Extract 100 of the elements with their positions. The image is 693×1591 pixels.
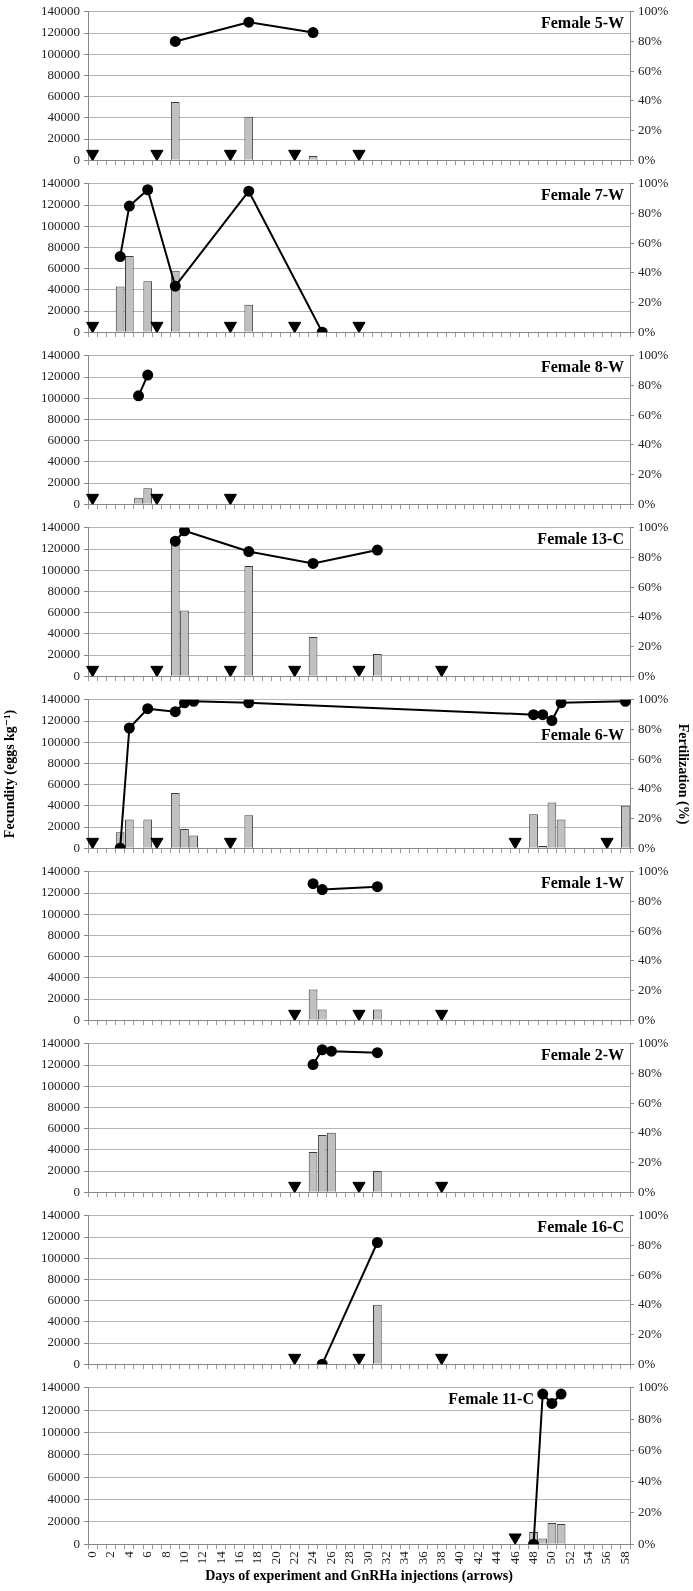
x-tick-label: 34 xyxy=(396,1550,412,1565)
x-tick-label: 38 xyxy=(433,1551,449,1565)
point xyxy=(546,715,558,727)
y2-tick-label: 40% xyxy=(638,92,662,108)
y2-tick-label: 100% xyxy=(638,3,669,19)
y2-tick-label: 40% xyxy=(638,436,662,452)
y2-tick-label: 40% xyxy=(638,1473,662,1489)
y-tick-label: 100000 xyxy=(41,733,80,749)
y2-tick-label: 0% xyxy=(638,1535,656,1551)
x-tick-label: 42 xyxy=(469,1551,485,1565)
chart-title: Female 5-W xyxy=(540,13,624,31)
y-tick-label: 40000 xyxy=(47,969,80,985)
y2-tick-label: 40% xyxy=(638,608,662,624)
x-axis-title: Days of experiment and GnRHa injections (arrows) xyxy=(205,1568,514,1585)
y2-tick-label: 100% xyxy=(638,1379,669,1395)
y-tick-label: 40000 xyxy=(47,1490,80,1506)
y-tick-label: 140000 xyxy=(41,691,80,707)
y2-tick-label: 20% xyxy=(638,1504,662,1520)
x-tick-label: 2 xyxy=(102,1551,118,1558)
x-tick-label: 22 xyxy=(286,1551,302,1565)
point xyxy=(169,35,181,47)
y-tick-label: 60000 xyxy=(47,776,80,792)
y-tick-label: 60000 xyxy=(47,432,80,448)
x-tick-label: 50 xyxy=(543,1551,559,1565)
y-tick-label: 40000 xyxy=(47,625,80,641)
y2-tick-label: 80% xyxy=(638,1236,662,1252)
y2-tick-label: 40% xyxy=(638,1296,662,1312)
chart-title: Female 2-W xyxy=(540,1045,624,1063)
y-tick-label: 140000 xyxy=(41,1379,80,1395)
y2-tick-label: 0% xyxy=(638,1011,656,1027)
y-tick-label: 100000 xyxy=(41,905,80,921)
y2-tick-label: 20% xyxy=(638,637,662,653)
point xyxy=(169,280,181,292)
y2-tick-label: 40% xyxy=(638,780,662,796)
y2-tick-label: 80% xyxy=(638,548,662,564)
text: Female 6-W xyxy=(540,725,624,743)
point xyxy=(169,706,181,718)
y2-tick-label: 40% xyxy=(638,952,662,968)
y2-tick-label: 0% xyxy=(638,495,656,511)
point xyxy=(169,535,181,547)
y-tick-label: 120000 xyxy=(41,196,80,212)
y-tick-label: 80000 xyxy=(47,582,80,598)
y-tick-label: 100000 xyxy=(41,1077,80,1093)
y2-tick-label: 20% xyxy=(638,465,662,481)
y2-tick-label: 100% xyxy=(638,691,669,707)
y-tick-label: 140000 xyxy=(41,3,80,19)
y2-tick-label: 100% xyxy=(638,863,669,879)
y2-tick-label: 40% xyxy=(638,264,662,280)
y-tick-label: 0 xyxy=(73,151,80,167)
y-tick-label: 0 xyxy=(73,667,80,683)
y-tick-label: 40000 xyxy=(47,109,80,125)
point xyxy=(555,699,567,709)
x-tick-label: 0 xyxy=(84,1551,100,1558)
y-tick-label: 140000 xyxy=(41,863,80,879)
y-tick-label: 140000 xyxy=(41,347,80,363)
y-tick-label: 100000 xyxy=(41,1423,80,1439)
x-tick-label: 18 xyxy=(249,1551,265,1565)
y2-tick-label: 80% xyxy=(638,32,662,48)
y-tick-label: 0 xyxy=(73,1183,80,1199)
y-tick-label: 140000 xyxy=(41,175,80,191)
y2-tick-label: 80% xyxy=(638,204,662,220)
y-tick-label: 120000 xyxy=(41,24,80,40)
y-tick-label: 100000 xyxy=(41,1249,80,1265)
y2-axis-title: Fertilization (%) xyxy=(674,723,691,825)
x-tick-label: 52 xyxy=(561,1551,577,1565)
y-tick-label: 20000 xyxy=(47,990,80,1006)
x-tick-label: 24 xyxy=(304,1550,320,1565)
y2-tick-label: 60% xyxy=(638,62,662,78)
x-tick-label: 4 xyxy=(120,1550,136,1558)
x-tick-label: 30 xyxy=(359,1551,375,1565)
y2-tick-label: 40% xyxy=(638,1124,662,1140)
y2-tick-label: 100% xyxy=(638,519,669,535)
y2-tick-label: 60% xyxy=(638,1266,662,1282)
y2-tick-label: 60% xyxy=(638,922,662,938)
point xyxy=(243,16,255,28)
x-tick-label: 54 xyxy=(580,1550,596,1565)
y-tick-label: 120000 xyxy=(41,540,80,556)
point xyxy=(537,709,549,721)
y-tick-label: 0 xyxy=(73,323,80,339)
x-tick-label: 48 xyxy=(524,1551,540,1565)
point xyxy=(123,722,135,734)
chart-title: Female 13-C xyxy=(537,529,625,547)
x-tick-label: 8 xyxy=(157,1551,173,1558)
y-tick-label: 80000 xyxy=(47,926,80,942)
y-axis-title: Fecundity (eggs kg⁻¹) xyxy=(2,709,19,839)
y-tick-label: 20000 xyxy=(47,302,80,318)
y-tick-label: 120000 xyxy=(41,1056,80,1072)
point xyxy=(114,251,126,263)
y-tick-label: 120000 xyxy=(41,884,80,900)
y-tick-label: 60000 xyxy=(47,1120,80,1136)
x-tick-label: 32 xyxy=(377,1551,393,1565)
x-tick-label: 6 xyxy=(139,1550,155,1558)
y-tick-label: 0 xyxy=(73,839,80,855)
y2-tick-label: 60% xyxy=(638,578,662,594)
y2-tick-label: 20% xyxy=(638,121,662,137)
y-tick-label: 60000 xyxy=(47,604,80,620)
y-tick-label: 60000 xyxy=(47,948,80,964)
y-tick-label: 140000 xyxy=(41,519,80,535)
y2-tick-label: 60% xyxy=(638,1441,662,1457)
y-tick-label: 20000 xyxy=(47,1513,80,1529)
